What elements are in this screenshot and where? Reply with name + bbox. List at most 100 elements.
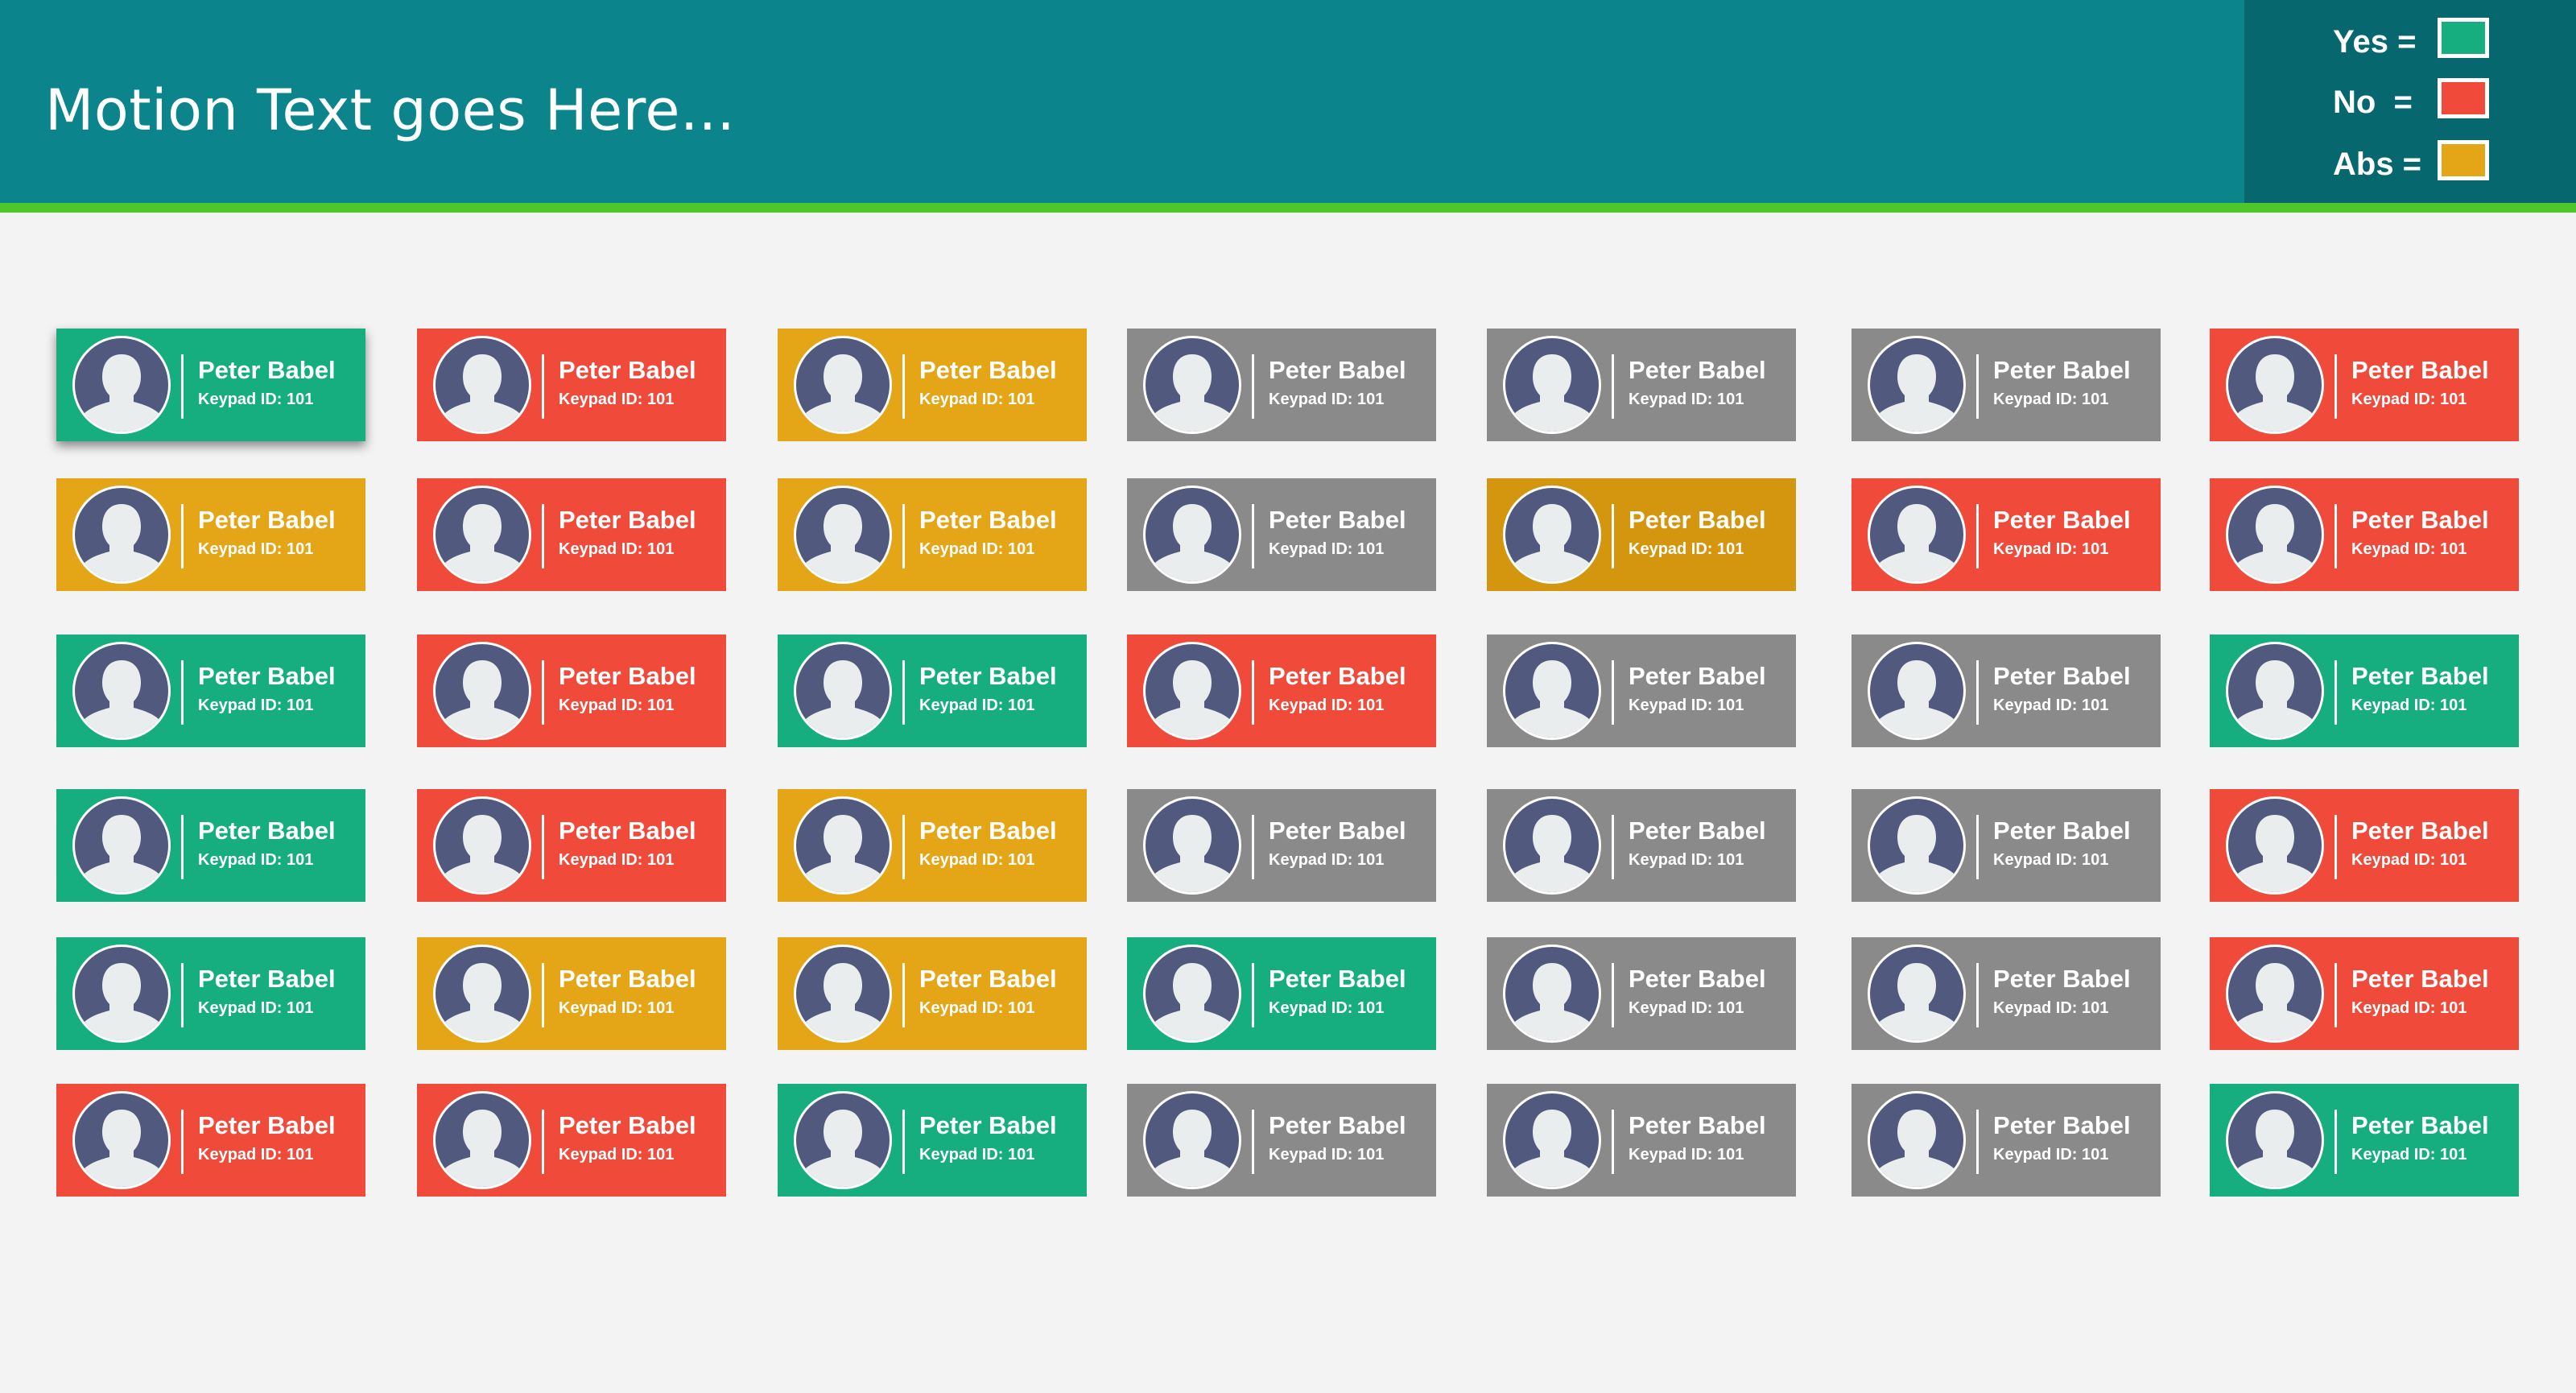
user-silhouette-icon <box>1868 796 1966 895</box>
user-silhouette-icon <box>1143 336 1241 434</box>
card-divider <box>1612 660 1614 725</box>
keypad-id: Keypad ID: 101 <box>1993 696 2109 714</box>
keypad-id: Keypad ID: 101 <box>559 999 675 1017</box>
card-divider <box>1976 660 1979 725</box>
attendee-card[interactable]: Peter Babel Keypad ID: 101 <box>1487 478 1796 591</box>
attendee-name: Peter Babel <box>198 816 336 845</box>
attendee-name: Peter Babel <box>559 965 696 993</box>
user-silhouette-icon <box>1868 486 1966 584</box>
card-divider <box>902 815 905 879</box>
user-silhouette-icon <box>2226 336 2324 434</box>
keypad-id: Keypad ID: 101 <box>2351 540 2467 558</box>
card-divider <box>1612 354 1614 419</box>
attendee-name: Peter Babel <box>919 1111 1057 1139</box>
attendee-card[interactable]: Peter Babel Keypad ID: 101 <box>56 937 365 1050</box>
card-divider <box>181 1110 184 1174</box>
user-silhouette-icon <box>72 642 171 740</box>
attendee-card[interactable]: Peter Babel Keypad ID: 101 <box>417 1084 726 1197</box>
attendee-name: Peter Babel <box>559 1111 696 1139</box>
attendee-name: Peter Babel <box>919 506 1057 534</box>
keypad-id: Keypad ID: 101 <box>1993 999 2109 1017</box>
attendee-name: Peter Babel <box>1269 662 1406 690</box>
user-silhouette-icon <box>2226 642 2324 740</box>
attendee-card[interactable]: Peter Babel Keypad ID: 101 <box>778 478 1087 591</box>
user-silhouette-icon <box>2226 796 2324 895</box>
keypad-id: Keypad ID: 101 <box>1269 851 1385 869</box>
user-silhouette-icon <box>433 642 531 740</box>
attendee-card[interactable]: Peter Babel Keypad ID: 101 <box>1852 937 2161 1050</box>
attendee-name: Peter Babel <box>2351 662 2489 690</box>
user-silhouette-icon <box>2226 486 2324 584</box>
user-silhouette-icon <box>72 336 171 434</box>
attendee-card[interactable]: Peter Babel Keypad ID: 101 <box>778 789 1087 902</box>
card-divider <box>1612 504 1614 568</box>
keypad-id: Keypad ID: 101 <box>559 540 675 558</box>
attendee-card[interactable]: Peter Babel Keypad ID: 101 <box>417 329 726 441</box>
attendee-card[interactable]: Peter Babel Keypad ID: 101 <box>56 1084 365 1197</box>
user-silhouette-icon <box>72 796 171 895</box>
attendee-card[interactable]: Peter Babel Keypad ID: 101 <box>1487 329 1796 441</box>
attendee-card[interactable]: Peter Babel Keypad ID: 101 <box>1127 478 1436 591</box>
attendee-card[interactable]: Peter Babel Keypad ID: 101 <box>417 789 726 902</box>
card-divider <box>1976 354 1979 419</box>
keypad-id: Keypad ID: 101 <box>2351 999 2467 1017</box>
user-silhouette-icon <box>433 796 531 895</box>
card-divider <box>181 963 184 1027</box>
attendee-card[interactable]: Peter Babel Keypad ID: 101 <box>417 478 726 591</box>
card-divider <box>1252 354 1254 419</box>
attendee-card[interactable]: Peter Babel Keypad ID: 101 <box>1852 1084 2161 1197</box>
attendee-card[interactable]: Peter Babel Keypad ID: 101 <box>1487 789 1796 902</box>
attendee-card[interactable]: Peter Babel Keypad ID: 101 <box>417 634 726 747</box>
attendee-name: Peter Babel <box>2351 506 2489 534</box>
keypad-id: Keypad ID: 101 <box>198 999 314 1017</box>
card-divider <box>542 1110 544 1174</box>
attendee-card[interactable]: Peter Babel Keypad ID: 101 <box>1487 634 1796 747</box>
attendee-card[interactable]: Peter Babel Keypad ID: 101 <box>2210 478 2519 591</box>
user-silhouette-icon <box>433 336 531 434</box>
user-silhouette-icon <box>794 796 892 895</box>
attendee-card[interactable]: Peter Babel Keypad ID: 101 <box>778 329 1087 441</box>
card-divider <box>902 660 905 725</box>
attendee-name: Peter Babel <box>1629 965 1766 993</box>
attendee-card[interactable]: Peter Babel Keypad ID: 101 <box>1852 634 2161 747</box>
legend-swatch-yes <box>2438 18 2489 58</box>
keypad-id: Keypad ID: 101 <box>919 999 1035 1017</box>
attendee-card[interactable]: Peter Babel Keypad ID: 101 <box>2210 789 2519 902</box>
attendee-card[interactable]: Peter Babel Keypad ID: 101 <box>2210 329 2519 441</box>
attendee-name: Peter Babel <box>1993 356 2131 384</box>
attendee-card[interactable]: Peter Babel Keypad ID: 101 <box>56 634 365 747</box>
keypad-id: Keypad ID: 101 <box>1269 696 1385 714</box>
attendee-card[interactable]: Peter Babel Keypad ID: 101 <box>778 937 1087 1050</box>
card-divider <box>1252 963 1254 1027</box>
attendee-card[interactable]: Peter Babel Keypad ID: 101 <box>1852 789 2161 902</box>
attendee-name: Peter Babel <box>1629 1111 1766 1139</box>
legend-no: No = <box>2333 78 2558 126</box>
attendee-card[interactable]: Peter Babel Keypad ID: 101 <box>1487 937 1796 1050</box>
attendee-name: Peter Babel <box>1269 356 1406 384</box>
attendee-card[interactable]: Peter Babel Keypad ID: 101 <box>56 329 365 441</box>
keypad-id: Keypad ID: 101 <box>559 851 675 869</box>
attendee-name: Peter Babel <box>2351 816 2489 845</box>
attendee-card[interactable]: Peter Babel Keypad ID: 101 <box>1852 329 2161 441</box>
attendee-card[interactable]: Peter Babel Keypad ID: 101 <box>1127 937 1436 1050</box>
attendee-card[interactable]: Peter Babel Keypad ID: 101 <box>1127 789 1436 902</box>
attendee-card[interactable]: Peter Babel Keypad ID: 101 <box>1127 634 1436 747</box>
card-divider <box>902 963 905 1027</box>
user-silhouette-icon <box>1868 642 1966 740</box>
attendee-card[interactable]: Peter Babel Keypad ID: 101 <box>56 478 365 591</box>
attendee-name: Peter Babel <box>1993 965 2131 993</box>
card-divider <box>1252 504 1254 568</box>
attendee-card[interactable]: Peter Babel Keypad ID: 101 <box>1852 478 2161 591</box>
attendee-card[interactable]: Peter Babel Keypad ID: 101 <box>417 937 726 1050</box>
attendee-card[interactable]: Peter Babel Keypad ID: 101 <box>2210 634 2519 747</box>
attendee-name: Peter Babel <box>559 356 696 384</box>
attendee-card[interactable]: Peter Babel Keypad ID: 101 <box>778 634 1087 747</box>
attendee-card[interactable]: Peter Babel Keypad ID: 101 <box>778 1084 1087 1197</box>
attendee-card[interactable]: Peter Babel Keypad ID: 101 <box>1127 329 1436 441</box>
attendee-card[interactable]: Peter Babel Keypad ID: 101 <box>1487 1084 1796 1197</box>
attendee-card[interactable]: Peter Babel Keypad ID: 101 <box>1127 1084 1436 1197</box>
attendee-card[interactable]: Peter Babel Keypad ID: 101 <box>2210 1084 2519 1197</box>
attendee-card[interactable]: Peter Babel Keypad ID: 101 <box>2210 937 2519 1050</box>
attendee-card[interactable]: Peter Babel Keypad ID: 101 <box>56 789 365 902</box>
